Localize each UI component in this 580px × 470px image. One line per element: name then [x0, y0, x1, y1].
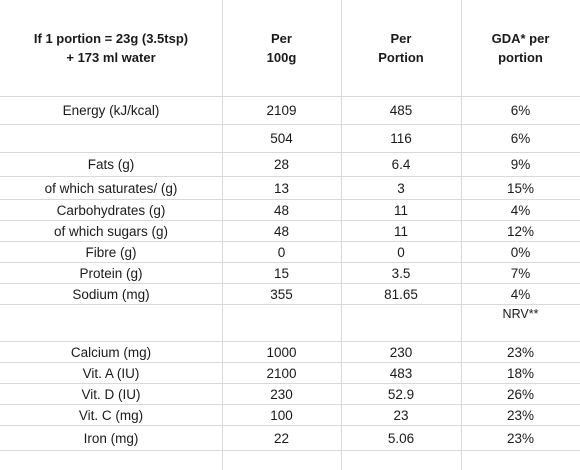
value-gda: 0%: [510, 244, 531, 260]
nutrient-label: Sodium (mg): [72, 286, 150, 302]
header-portion-note: If 1 portion = 23g (3.5tsp) + 173 ml wate…: [33, 31, 189, 65]
table-row: Vit. D (IU) 230 52.9 26%: [0, 384, 580, 405]
nutrient-label: [0, 125, 222, 152]
column-divider: [222, 0, 223, 470]
nutrient-label: of which saturates/ (g): [44, 180, 178, 196]
table-row: NRV**: [0, 305, 580, 323]
value-gda: 15%: [506, 180, 535, 196]
nutrient-label: of which sugars (g): [53, 223, 169, 239]
value-per-portion: 485: [389, 103, 413, 118]
column-divider: [341, 0, 342, 470]
value-gda: 23%: [506, 430, 535, 446]
value-gda: 4%: [510, 202, 531, 218]
value-gda: 6%: [510, 103, 531, 118]
nutrient-label: Fats (g): [87, 157, 135, 172]
table-row: Sodium (mg) 355 81.65 4%: [0, 284, 580, 305]
table-row: of which saturates/ (g) 13 3 15%: [0, 177, 580, 200]
table-row: Fats (g) 28 6.4 9%: [0, 153, 580, 177]
value-per-portion: [341, 323, 461, 341]
value-gda: [461, 323, 580, 341]
value-per-100g: 48: [273, 223, 290, 239]
table-row: of which sugars (g) 48 11 12%: [0, 221, 580, 242]
value-per-100g: 504: [270, 131, 293, 146]
value-per-100g: 0: [277, 244, 286, 260]
nutrient-label: Vit. A (IU): [82, 365, 140, 381]
value-per-portion: 23: [393, 407, 409, 423]
value-per-100g: 48: [273, 202, 290, 218]
table-row: 504 116 6%: [0, 125, 580, 153]
header-per-portion: Per Portion: [378, 31, 424, 65]
value-per-100g: [222, 305, 341, 323]
nutrient-label: Protein (g): [79, 265, 143, 281]
nutrient-label: Energy (kJ/kcal): [62, 103, 160, 118]
value-per-portion: 81.65: [384, 286, 418, 302]
value-per-100g: [222, 323, 341, 341]
nutrient-label: [0, 305, 222, 323]
table-row: Vit. C (mg) 100 23 23%: [0, 405, 580, 426]
value-per-portion: 11: [393, 223, 408, 239]
value-per-portion: 116: [390, 131, 412, 146]
value-per-portion: 0: [397, 244, 405, 260]
value-per-100g: 28: [273, 157, 290, 172]
value-gda: NRV**: [502, 306, 539, 321]
table-row: Energy (kJ/kcal) 2109 485 6%: [0, 97, 580, 125]
value-per-100g: 100: [270, 407, 293, 423]
value-per-100g: 230: [270, 386, 293, 402]
value-per-100g: 1000: [266, 344, 297, 360]
value-per-portion: 483: [389, 365, 413, 381]
value-per-portion: 6.4: [391, 157, 411, 172]
value-gda: 23%: [506, 407, 535, 423]
nutrient-label: Vit. C (mg): [78, 407, 144, 423]
value-per-portion: 230: [389, 344, 413, 360]
value-per-100g: 13: [273, 180, 290, 196]
value-gda: 23%: [506, 344, 535, 360]
column-divider: [461, 0, 462, 470]
value-per-portion: 3: [397, 180, 405, 196]
value-per-100g: 355: [270, 286, 293, 302]
nutrient-label: Calcium (mg): [70, 344, 152, 360]
value-gda: 7%: [510, 265, 531, 281]
header-row: If 1 portion = 23g (3.5tsp) + 173 ml wate…: [0, 0, 580, 97]
header-per-100g: Per 100g: [266, 31, 297, 65]
value-per-portion: 11: [393, 202, 408, 218]
table-row: Calcium (mg) 1000 230 23%: [0, 342, 580, 363]
nutrient-label: Iron (mg): [83, 430, 139, 446]
table-row: Protein (g) 15 3.5 7%: [0, 263, 580, 284]
value-gda: 4%: [510, 286, 531, 302]
value-gda: 26%: [506, 386, 535, 402]
value-per-100g: 2109: [266, 103, 297, 118]
value-gda: 6%: [510, 131, 531, 146]
table-row: Fibre (g) 0 0 0%: [0, 242, 580, 263]
value-per-100g: 2100: [266, 365, 297, 381]
table-row: [0, 323, 580, 342]
table-row: Carbohydrates (g) 48 11 4%: [0, 200, 580, 221]
nutrient-label: Vit. D (IU): [81, 386, 141, 402]
value-gda: 18%: [506, 365, 535, 381]
table-row: Iron (mg) 22 5.06 23%: [0, 426, 580, 451]
value-per-portion: 3.5: [391, 265, 411, 281]
value-gda: 12%: [506, 223, 535, 239]
value-per-100g: 22: [273, 430, 290, 446]
value-gda: 9%: [510, 157, 531, 172]
nutrient-label: [0, 323, 222, 341]
table-row: Vit. A (IU) 2100 483 18%: [0, 363, 580, 384]
nutrient-label: Fibre (g): [85, 244, 137, 260]
value-per-portion: [341, 305, 461, 323]
value-per-portion: 5.06: [387, 430, 415, 446]
value-per-100g: 15: [273, 265, 290, 281]
value-per-portion: 52.9: [387, 386, 415, 402]
nutrient-label: Carbohydrates (g): [56, 202, 166, 218]
header-gda: GDA* per portion: [491, 31, 550, 65]
